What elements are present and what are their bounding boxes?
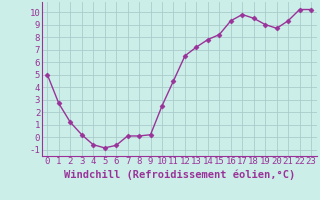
X-axis label: Windchill (Refroidissement éolien,°C): Windchill (Refroidissement éolien,°C)	[64, 169, 295, 180]
